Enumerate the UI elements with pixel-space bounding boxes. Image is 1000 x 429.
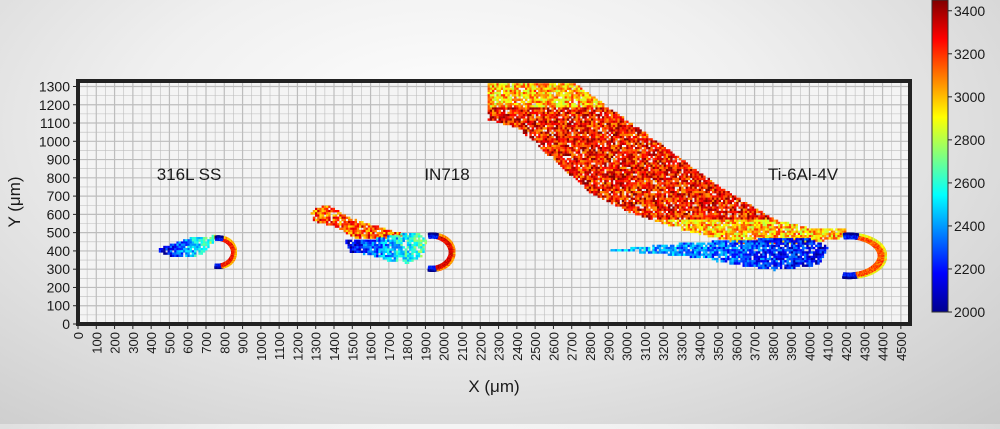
y-tick-label: 100 — [47, 298, 71, 314]
x-tick-label: 2900 — [601, 332, 616, 361]
x-tick-label: 2100 — [455, 332, 470, 361]
x-tick-label: 2700 — [565, 332, 580, 361]
y-tick-label: 300 — [47, 261, 71, 277]
x-tick-label: 1800 — [400, 332, 415, 361]
x-tick-label: 2400 — [510, 332, 525, 361]
x-tick-label: 900 — [236, 332, 251, 354]
colorbar-tick-label: 2000 — [954, 304, 985, 320]
x-tick-label: 4200 — [839, 332, 854, 361]
y-axis-ticks: 0 100 200 300 400 500 600 700 800 900 1000 1100 1200… — [39, 78, 78, 332]
x-tick-label: 1000 — [254, 332, 269, 361]
x-tick-label: 1600 — [364, 332, 379, 361]
colorbar-tick-label: 2600 — [954, 175, 985, 191]
annotation-ti-6al-4v: Ti-6Al-4V — [768, 165, 839, 184]
x-tick-label: 700 — [199, 332, 214, 354]
x-tick-label: 300 — [126, 332, 141, 354]
x-tick-label: 4000 — [802, 332, 817, 361]
x-tick-label: 4100 — [821, 332, 836, 361]
x-tick-label: 1500 — [345, 332, 360, 361]
x-tick-label: 3600 — [729, 332, 744, 361]
y-tick-label: 900 — [47, 152, 71, 168]
y-tick-label: 500 — [47, 225, 71, 241]
x-tick-label: 1400 — [327, 332, 342, 361]
colorbar-tick-label: 2200 — [954, 261, 985, 277]
x-tick-label: 2300 — [492, 332, 507, 361]
x-tick-label: 3100 — [638, 332, 653, 361]
colorbar-tick-label: 3400 — [954, 3, 985, 19]
y-tick-label: 200 — [47, 279, 71, 295]
y-tick-label: 800 — [47, 170, 71, 186]
x-tick-label: 3000 — [620, 332, 635, 361]
y-tick-label: 1000 — [39, 133, 70, 149]
y-axis-label: Y (μm) — [5, 176, 24, 227]
colorbar-tick-label: 3200 — [954, 46, 985, 62]
x-tick-label: 1700 — [382, 332, 397, 361]
x-tick-label: 3500 — [711, 332, 726, 361]
annotation-in718: IN718 — [424, 165, 469, 184]
x-axis-label: X (μm) — [468, 377, 519, 396]
x-tick-label: 4500 — [894, 332, 909, 361]
colorbar-ticks: 2000 2200 2400 2600 2800 3000 3200 3400 — [948, 3, 985, 320]
x-tick-label: 800 — [217, 332, 232, 354]
colorbar — [932, 0, 948, 312]
x-tick-label: 1100 — [272, 332, 287, 360]
x-tick-label: 3200 — [656, 332, 671, 361]
y-tick-label: 1200 — [39, 97, 70, 113]
x-tick-label: 2800 — [583, 332, 598, 361]
y-tick-label: 700 — [47, 188, 71, 204]
x-tick-label: 2500 — [528, 332, 543, 361]
x-tick-label: 200 — [108, 332, 123, 354]
x-tick-label: 3400 — [693, 332, 708, 361]
x-tick-label: 600 — [181, 332, 196, 354]
x-tick-label: 2600 — [546, 332, 561, 361]
y-tick-label: 400 — [47, 243, 71, 259]
x-tick-label: 3900 — [784, 332, 799, 361]
x-tick-label: 3800 — [766, 332, 781, 361]
x-tick-label: 3700 — [748, 332, 763, 361]
colorbar-tick-label: 2800 — [954, 132, 985, 148]
y-tick-label: 1300 — [39, 78, 70, 94]
x-tick-label: 400 — [144, 332, 159, 354]
x-tick-label: 1200 — [290, 332, 305, 361]
x-tick-label: 100 — [89, 332, 104, 354]
annotation-316l-ss: 316L SS — [157, 165, 222, 184]
x-tick-label: 1900 — [418, 332, 433, 361]
y-tick-label: 0 — [62, 316, 70, 332]
x-tick-label: 500 — [162, 332, 177, 354]
x-tick-label: 3300 — [674, 332, 689, 361]
colorbar-tick-label: 3000 — [954, 89, 985, 105]
y-tick-label: 1100 — [40, 115, 70, 131]
y-tick-label: 600 — [47, 206, 71, 222]
x-tick-label: 4300 — [857, 332, 872, 361]
x-tick-label: 0 — [71, 332, 86, 339]
x-tick-label: 2000 — [437, 332, 452, 361]
x-tick-label: 2200 — [473, 332, 488, 361]
x-tick-label: 1300 — [309, 332, 324, 361]
colorbar-tick-label: 2400 — [954, 218, 985, 234]
x-tick-label: 4400 — [876, 332, 891, 361]
